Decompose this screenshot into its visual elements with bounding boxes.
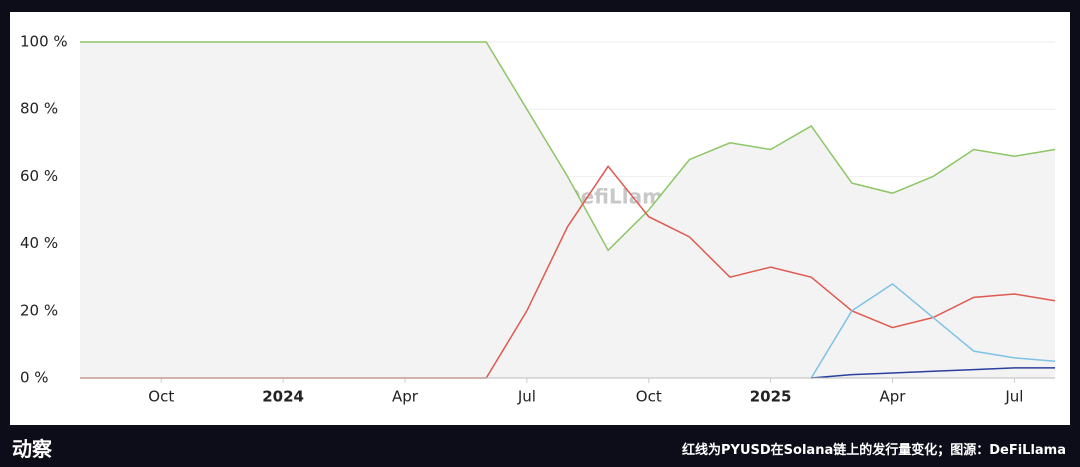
- y-tick-label: 80 %: [20, 100, 58, 118]
- y-tick-label: 40 %: [20, 234, 58, 252]
- caption: 红线为PYUSD在Solana链上的发行量变化；图源：DeFiLlama: [682, 443, 1066, 458]
- y-tick-label: 100 %: [20, 33, 68, 51]
- x-tick-label: Jul: [1004, 388, 1023, 406]
- x-tick-label: Apr: [392, 388, 419, 406]
- x-tick-label: Oct: [636, 388, 662, 406]
- brand: 动察: [12, 437, 52, 461]
- x-tick-label: Jul: [517, 388, 536, 406]
- x-tick-label: Apr: [880, 388, 907, 406]
- footer: 动察 红线为PYUSD在Solana链上的发行量变化；图源：DeFiLlama: [0, 425, 1080, 467]
- chart: DefiLlama 0 %20 %40 %60 %80 %100 %Oct 202…: [10, 12, 1070, 425]
- line: [810, 282, 1056, 379]
- y-tick-label: 60 %: [20, 167, 58, 185]
- y-tick-label: 0 %: [20, 369, 49, 387]
- y-tick-label: 20 %: [20, 301, 58, 319]
- x-tick-label: Oct: [148, 388, 174, 406]
- line: [80, 41, 1056, 252]
- x-tick-label: 2024: [262, 388, 304, 406]
- x-tick-label: 2025: [750, 388, 792, 406]
- line: [811, 367, 1055, 379]
